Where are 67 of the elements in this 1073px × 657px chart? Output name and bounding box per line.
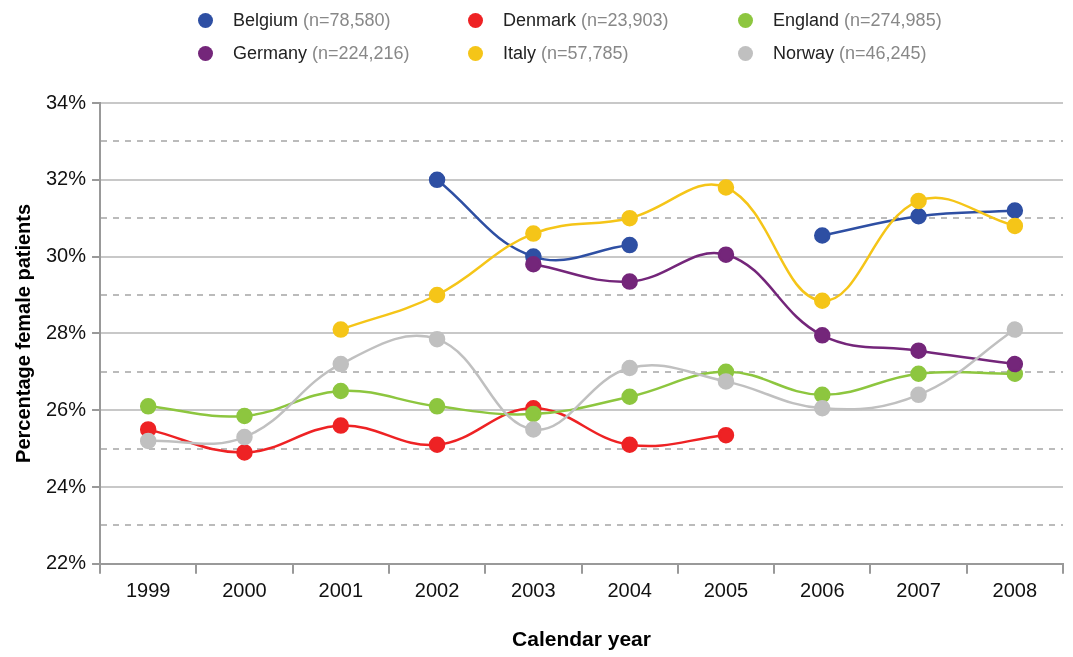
point	[139, 432, 157, 450]
point	[910, 208, 927, 225]
point	[814, 292, 831, 310]
x-tick-label: 2002	[414, 579, 460, 602]
x-tick-label: 2000	[222, 579, 267, 602]
x-tick-label: 2005	[703, 579, 749, 602]
point	[1006, 202, 1024, 219]
point	[910, 342, 927, 359]
y-tick-label: 34%	[46, 90, 87, 113]
x-tick-label: 2007	[896, 579, 941, 602]
point	[814, 400, 831, 417]
point	[1006, 355, 1024, 373]
point	[236, 444, 253, 461]
point	[428, 171, 446, 189]
y-axis-title: Percentage female patients	[11, 203, 34, 463]
point	[332, 417, 350, 434]
legend-label: Italy (n=57,785)	[503, 43, 629, 64]
legend-label: Denmark (n=23,903)	[503, 10, 669, 31]
legend-label: Norway (n=46,245)	[773, 43, 927, 64]
point	[717, 426, 735, 444]
y-tick-label: 22%	[46, 551, 87, 574]
point	[332, 355, 350, 373]
x-tick-label: 2006	[800, 579, 845, 602]
point	[428, 286, 446, 304]
point	[814, 327, 831, 344]
x-tick-label: 2008	[992, 579, 1038, 602]
point	[525, 225, 542, 242]
point	[428, 398, 446, 415]
x-tick-label: 2003	[511, 579, 556, 602]
y-tick-label: 24%	[46, 474, 87, 497]
point	[814, 227, 831, 244]
point	[621, 359, 638, 377]
y-tick-label: 32%	[46, 167, 87, 190]
point	[621, 273, 638, 290]
legend-label: England (n=274,985)	[773, 10, 942, 31]
legend-label: Germany (n=224,216)	[233, 43, 410, 64]
y-tick-label: 28%	[46, 320, 87, 343]
point	[1006, 217, 1024, 235]
point	[236, 407, 253, 425]
y-tick-label: 30%	[46, 244, 87, 267]
y-tick-label: 26%	[46, 397, 87, 420]
point	[525, 405, 542, 423]
point	[717, 179, 735, 196]
point	[236, 428, 253, 446]
point	[1006, 321, 1024, 338]
point	[814, 386, 831, 404]
point	[428, 330, 446, 348]
point	[910, 365, 927, 382]
point	[910, 386, 927, 404]
point	[717, 373, 735, 390]
point	[139, 398, 157, 415]
point	[428, 436, 446, 454]
point	[525, 256, 542, 273]
point	[717, 246, 735, 263]
x-tick-label: 1999	[125, 579, 171, 602]
point	[621, 236, 638, 254]
x-axis-title: Calendar year	[512, 627, 651, 651]
x-tick-label: 2001	[318, 579, 364, 602]
point	[332, 321, 350, 338]
point	[332, 382, 350, 400]
point	[525, 421, 542, 438]
point	[621, 388, 638, 406]
point	[910, 192, 927, 210]
legend-label: Belgium (n=78,580)	[233, 10, 391, 31]
x-tick-label: 2004	[607, 579, 652, 602]
point	[621, 436, 638, 454]
point	[621, 209, 638, 227]
